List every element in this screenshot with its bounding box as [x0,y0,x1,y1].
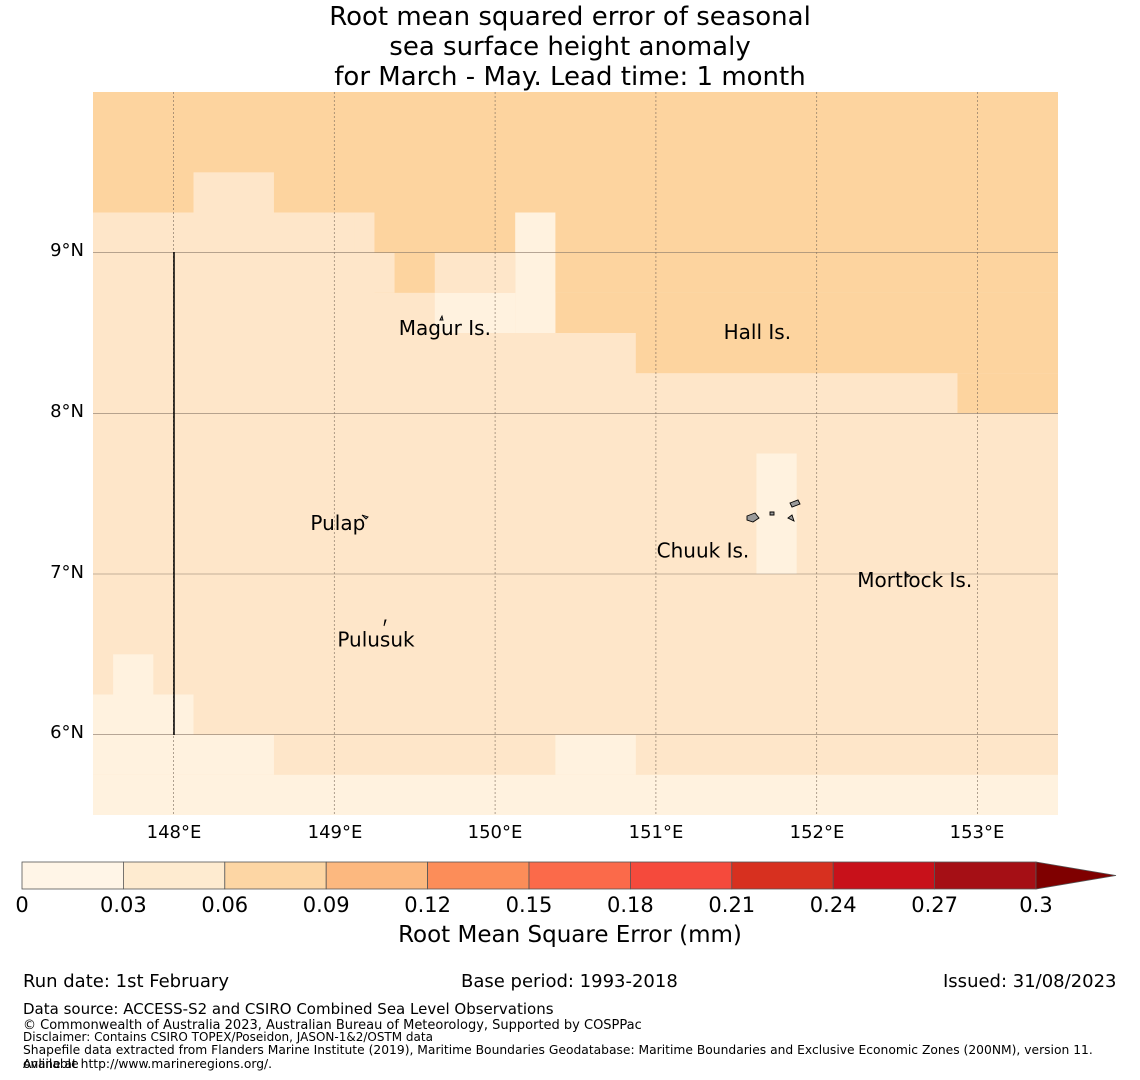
colorbar-segment-8 [832,861,936,890]
colorbar-segment-9 [934,861,1037,890]
island-outline-4 [769,511,775,516]
data-source: Data source: ACCESS-S2 and CSIRO Combine… [23,1000,554,1018]
shapefile-credit-line-2: online at http://www.marineregions.org/. [23,1057,273,1071]
island-outline-3 [746,512,760,523]
island-label-2: Pulap [310,511,365,535]
lat-tick-6n: 6°N [50,722,84,743]
colorbar-tick-3: 0.09 [302,893,350,917]
lon-tick-148e: 148°E [146,822,202,843]
copyright: © Commonwealth of Australia 2023, Austra… [23,1018,642,1033]
island-outline-5 [789,499,801,508]
island-outline-6 [787,514,795,522]
colorbar-tick-1: 0.03 [100,893,147,917]
run-date: Run date: 1st February [23,971,229,992]
colorbar-segment-3 [325,861,429,890]
rmse-cell-11 [434,292,516,333]
island-label-4: Mortlock Is. [857,568,972,592]
lon-tick-150e: 150°E [467,822,523,843]
map-and-colorbar: Magur Is. Hall Is. Pulap Chuuk Is. Mortlock … [21,92,1117,890]
rmse-cell-12 [756,453,797,574]
rmse-cell-10 [434,252,516,293]
colorbar-tick-7: 0.21 [708,893,756,917]
rmse-cell-9 [515,212,556,333]
colorbar-tick-8: 0.24 [809,893,857,917]
lat-tick-9n: 9°N [50,240,84,261]
colorbar-segment-0 [21,861,124,890]
island-outline-2 [383,619,387,627]
island-shapes: Magur Is. Hall Is. Pulap Chuuk Is. Mortlock … [310,314,972,651]
island-label-1: Hall Is. [724,320,791,344]
colorbar-tick-5: 0.15 [505,893,553,917]
rmse-cell-5 [957,373,1058,414]
lon-tick-153e: 153°E [949,822,1005,843]
colorbar-segment-1 [123,861,226,890]
colorbar-title: Root Mean Square Error (mm) [398,922,742,948]
colorbar-segment-6 [630,861,733,890]
rmse-cell-4 [635,333,1058,374]
island-outline-0 [439,314,444,321]
rmse-cell-8 [93,252,395,293]
colorbar-tick-10: 0.3 [1019,893,1053,917]
island-outline-7 [906,573,912,578]
rmse-cell-17 [93,774,1058,815]
issued-date: Issued: 31/08/2023 [943,971,1117,992]
lat-tick-8n: 8°N [50,401,84,422]
colorbar-segment-7 [731,861,834,890]
colorbar-tick-0: 0 [15,893,29,917]
colorbar-segment-4 [427,861,530,890]
colorbar-segment-2 [224,861,327,890]
island-label-0: Magur Is. [399,316,491,340]
disclaimer: Disclaimer: Contains CSIRO TOPEX/Poseido… [23,1030,433,1044]
rmse-cell-6 [193,172,274,213]
rmse-grid [93,92,1058,815]
rmse-cell-13 [113,654,154,695]
island-label-3: Chuuk Is. [657,539,750,563]
shapefile-credit-line-1: Shapefile data extracted from Flanders M… [23,1043,1093,1071]
island-outline-1 [361,514,369,520]
colorbar-tick-9: 0.27 [911,893,958,917]
title-line-2: sea surface height anomaly [389,32,751,62]
rmse-cell-15 [93,734,274,775]
rmse-cell-14 [93,694,194,735]
colorbar-tick-6: 0.18 [607,893,654,917]
colorbar-tick-4: 0.12 [404,893,451,917]
island-label-5: Pulusuk [337,627,415,651]
colorbar-tick-2: 0.06 [201,893,249,917]
lon-tick-152e: 152°E [789,822,845,843]
rmse-cell-7 [93,212,355,253]
colorbar-segment-5 [528,861,631,890]
rmse-cell-1 [374,212,1058,253]
rmse-cell-16 [555,734,636,775]
rmse-cell-3 [555,292,1058,333]
base-period: Base period: 1993-2018 [461,971,678,992]
title-line-1: Root mean squared error of seasonal [329,2,811,32]
title-line-3: for March - May. Lead time: 1 month [334,62,806,92]
lon-tick-151e: 151°E [628,822,684,843]
colorbar-extend-arrow [1035,861,1117,890]
chart-title: Root mean squared error of seasonal sea … [220,2,920,92]
lat-tick-7n: 7°N [50,562,84,583]
lon-tick-149e: 149°E [307,822,363,843]
colorbar [21,861,1117,890]
